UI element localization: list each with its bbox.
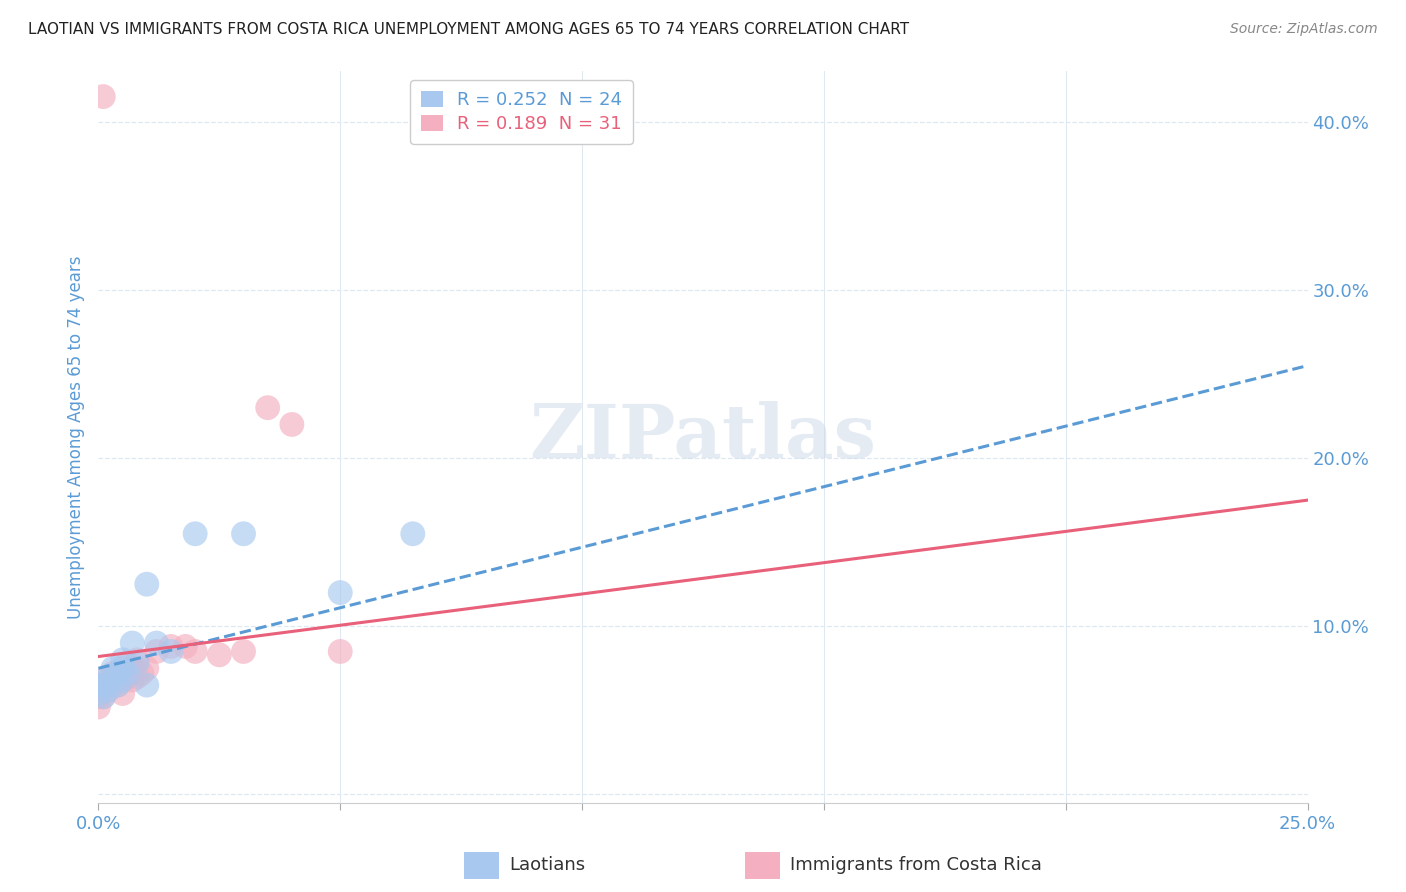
- Text: Source: ZipAtlas.com: Source: ZipAtlas.com: [1230, 22, 1378, 37]
- Point: [91, 678, 114, 692]
- Point: [87, 686, 110, 700]
- Legend: R = 0.252  N = 24, R = 0.189  N = 31: R = 0.252 N = 24, R = 0.189 N = 31: [411, 80, 633, 144]
- Point: [97, 683, 120, 698]
- Point: [121, 673, 143, 687]
- Point: [87, 700, 110, 714]
- Point: [208, 648, 231, 662]
- Bar: [464, 852, 499, 879]
- Point: [135, 678, 157, 692]
- Point: [101, 678, 124, 692]
- Point: [135, 661, 157, 675]
- Point: [91, 690, 114, 704]
- Point: [107, 678, 129, 692]
- Text: LAOTIAN VS IMMIGRANTS FROM COSTA RICA UNEMPLOYMENT AMONG AGES 65 TO 74 YEARS COR: LAOTIAN VS IMMIGRANTS FROM COSTA RICA UN…: [28, 22, 910, 37]
- Text: ZIPatlas: ZIPatlas: [530, 401, 876, 474]
- Point: [101, 661, 124, 675]
- Point: [256, 401, 278, 415]
- Point: [111, 686, 134, 700]
- Point: [87, 690, 110, 704]
- Point: [107, 666, 129, 681]
- Point: [111, 661, 134, 675]
- Point: [97, 670, 120, 684]
- Point: [111, 653, 134, 667]
- Bar: [745, 852, 780, 879]
- Point: [107, 678, 129, 692]
- Point: [97, 683, 120, 698]
- Point: [160, 640, 183, 654]
- Point: [117, 666, 139, 681]
- Point: [121, 661, 143, 675]
- Point: [145, 636, 167, 650]
- Point: [232, 644, 254, 658]
- Point: [329, 585, 352, 599]
- Point: [91, 690, 114, 704]
- Point: [97, 670, 120, 684]
- Point: [87, 678, 110, 692]
- Point: [121, 636, 143, 650]
- Point: [91, 678, 114, 692]
- Point: [131, 666, 153, 681]
- Point: [135, 577, 157, 591]
- Y-axis label: Unemployment Among Ages 65 to 74 years: Unemployment Among Ages 65 to 74 years: [66, 255, 84, 619]
- Point: [232, 526, 254, 541]
- Point: [145, 644, 167, 658]
- Point: [184, 526, 207, 541]
- Point: [107, 666, 129, 681]
- Point: [91, 89, 114, 103]
- Point: [117, 657, 139, 671]
- Point: [87, 678, 110, 692]
- Point: [127, 653, 149, 667]
- Point: [101, 666, 124, 681]
- Point: [160, 644, 183, 658]
- Text: Immigrants from Costa Rica: Immigrants from Costa Rica: [790, 856, 1042, 874]
- Point: [117, 670, 139, 684]
- Point: [281, 417, 304, 432]
- Point: [127, 670, 149, 684]
- Point: [174, 640, 197, 654]
- Point: [127, 657, 149, 671]
- Point: [184, 644, 207, 658]
- Point: [111, 673, 134, 687]
- Point: [329, 644, 352, 658]
- Point: [101, 673, 124, 687]
- Text: Laotians: Laotians: [509, 856, 585, 874]
- Point: [402, 526, 425, 541]
- Point: [111, 673, 134, 687]
